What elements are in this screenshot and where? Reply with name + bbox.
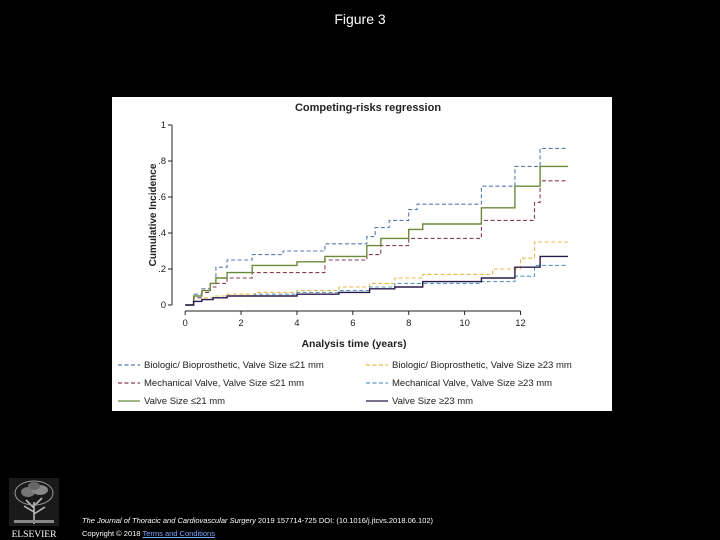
legend-label-2: Mechanical Valve, Valve Size ≤21 mm [144,378,304,389]
chart-title: Competing-risks regression [295,102,441,114]
series-line-5 [185,264,568,306]
y-tick-label: 0 [161,300,166,311]
y-tick-label: .6 [158,192,166,203]
copyright-text: Copyright © 2018 [82,529,143,538]
x-tick-label: 12 [515,318,526,329]
y-tick-label: .2 [158,264,166,275]
legend-label-1: Biologic/ Bioprosthetic, Valve Size ≤21 … [144,360,324,371]
x-tick-label: 0 [183,318,188,329]
journal-name: The Journal of Thoracic and Cardiovascul… [82,516,256,525]
x-tick-label: 2 [238,318,243,329]
series-line-2 [185,180,568,306]
chart-plot-area [185,147,568,306]
chart-axes: Competing-risks regression 0 .2 .4 .6 .8 1 Cumu… [148,102,526,350]
chart-panel: Competing-risks regression 0 .2 .4 .6 .8 1 Cumu… [112,97,612,411]
terms-link[interactable]: Terms and Conditions [142,529,215,538]
citation-line: The Journal of Thoracic and Cardiovascul… [82,516,433,525]
figure-title: Figure 3 [334,11,386,27]
series-line-6 [185,255,568,306]
legend-label-3: Valve Size ≤21 mm [144,396,225,407]
series-line-1 [185,147,568,306]
legend-label-5: Mechanical Valve, Valve Size ≥23 mm [392,378,552,389]
y-tick-label: .8 [158,156,166,167]
chart: Competing-risks regression 0 .2 .4 .6 .8 1 Cumu… [118,102,572,407]
chart-legend: Biologic/ Bioprosthetic, Valve Size ≤21 … [118,360,572,407]
copyright-line: Copyright © 2018 Terms and Conditions [82,529,215,538]
elsevier-logo: ELSEVIER [9,478,59,540]
x-tick-label: 6 [350,318,355,329]
y-axis-label: Cumulative Incidence [148,163,159,266]
legend-label-6: Valve Size ≥23 mm [392,396,473,407]
x-tick-label: 10 [459,318,470,329]
elsevier-wordmark: ELSEVIER [12,530,58,540]
y-tick-label: .4 [158,228,166,239]
y-tick-label: 1 [161,120,166,131]
citation-details: 2019 157714-725 DOI: (10.1016/j.jtcvs.20… [255,516,434,525]
elsevier-tree-icon [9,478,59,526]
series-line-4 [185,241,568,306]
legend-label-4: Biologic/ Bioprosthetic, Valve Size ≥23 … [392,360,572,371]
series-line-3 [185,165,568,306]
x-tick-label: 4 [294,318,299,329]
x-tick-label: 8 [406,318,411,329]
x-axis-label: Analysis time (years) [301,338,406,350]
